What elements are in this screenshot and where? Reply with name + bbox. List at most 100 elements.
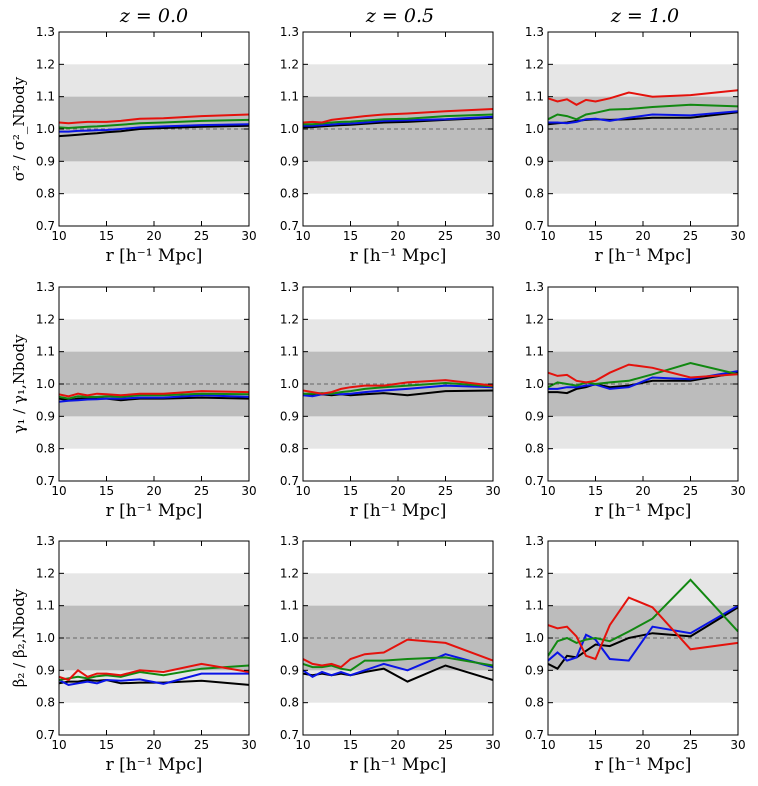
panel-r1-c0-xtick-label: 30: [241, 484, 256, 498]
panel-r1-c1-ytick-label: 0.7: [280, 474, 299, 488]
panel-r2-c2-xtick-label: 10: [540, 738, 555, 752]
panels: 0.7 0.8 0.9 1.0 1.1 1.2 1.3 10 15 20 25 30 r [h⁻¹ Mp…: [36, 25, 746, 775]
panel-r2-c2-xtick-label: 25: [683, 738, 698, 752]
panel-r1-c2-ytick-label: 1.1: [525, 345, 544, 359]
panel-r2-c1-xlabel: r [h⁻¹ Mpc]: [350, 755, 447, 775]
panel-r0-c0: 0.7 0.8 0.9 1.0 1.1 1.2 1.3 10 15 20 25 30 r [h⁻¹ Mp…: [36, 25, 257, 266]
panel-r0-c0-series-group: [59, 113, 249, 138]
panel-r2-c2-series-green: [548, 578, 738, 657]
panel-r1-c0: 0.7 0.8 0.9 1.0 1.1 1.2 1.3 10 15 20 25 30 r [h⁻¹ Mp…: [36, 280, 257, 521]
panel-r2-c2-ytick-label: 1.1: [525, 599, 544, 613]
panel-r0-c1-xtick-label: 10: [295, 229, 310, 243]
panel-r0-c0-xtick-label: 20: [146, 229, 161, 243]
panel-r0-c2-series-blue: [548, 110, 738, 125]
panel-r0-c1-ytick-label: 0.9: [280, 154, 299, 168]
panel-r0-c2-xtick-label: 10: [540, 229, 555, 243]
panel-r1-c1-xtick-label: 30: [485, 484, 500, 498]
panel-r1-c1-ytick-label: 1.0: [280, 377, 299, 391]
panel-r1-c1-xtick-label: 25: [438, 484, 453, 498]
panel-r1-c2-xtick-label: 20: [635, 484, 650, 498]
panel-r0-c1-ytick-label: 0.7: [280, 219, 299, 233]
panel-r1-c2-ytick-label: 0.8: [525, 442, 544, 456]
panel-r2-c1-ytick-label: 1.1: [280, 599, 299, 613]
panel-r1-c0-xtick-label: 10: [51, 484, 66, 498]
panel-r0-c2-xtick-label: 30: [730, 229, 745, 243]
panel-r2-c2-ytick-label: 1.3: [525, 534, 544, 548]
panel-r1-c0-ytick-label: 1.0: [36, 377, 55, 391]
panel-r1-c1-ytick-label: 0.9: [280, 409, 299, 423]
panel-r2-c0-ytick-label: 1.2: [36, 566, 55, 580]
panel-r2-c1-ytick-label: 1.3: [280, 534, 299, 548]
panel-r1-c1-series-group: [303, 379, 493, 398]
panel-r2-c1-xtick-label: 25: [438, 738, 453, 752]
panel-r0-c0-ytick-label: 0.9: [36, 154, 55, 168]
panel-r2-c1-series-group: [303, 638, 493, 683]
panel-r1-c1-series-red: [303, 379, 493, 395]
panel-r1-c0-ytick-label: 1.1: [36, 345, 55, 359]
panel-r2-c2: 0.7 0.8 0.9 1.0 1.1 1.2 1.3 10 15 20 25 30 r [h⁻¹ Mp…: [525, 534, 746, 775]
panel-r1-c2-ytick-label: 1.0: [525, 377, 544, 391]
panel-r0-c1: 0.7 0.8 0.9 1.0 1.1 1.2 1.3 10 15 20 25 30 r [h⁻¹ Mp…: [280, 25, 501, 266]
panel-r2-c1-series-green: [303, 656, 493, 672]
panel-r1-c2-xtick-label: 25: [683, 484, 698, 498]
panel-r2-c0-xlabel: r [h⁻¹ Mpc]: [106, 755, 203, 775]
panel-r2-c2-series-blue: [548, 604, 738, 662]
ylabel-beta2: β₂ / β₂,Nbody: [10, 588, 28, 687]
panel-r1-c0-ytick-label: 0.7: [36, 474, 55, 488]
panel-r2-c1-series-red: [303, 638, 493, 669]
panel-r2-c0-ytick-label: 1.3: [36, 534, 55, 548]
column-title-z1: z = 1.0: [610, 5, 679, 27]
panel-r0-c0-xlabel: r [h⁻¹ Mpc]: [106, 246, 203, 266]
panel-r2-c1-ytick-label: 0.7: [280, 728, 299, 742]
ylabel-sigma2: σ² / σ²_Nbody: [10, 76, 28, 181]
panel-r1-c2-series-group: [548, 361, 738, 395]
panel-r0-c0-xtick-label: 25: [194, 229, 209, 243]
panel-r2-c0-xtick-label: 20: [146, 738, 161, 752]
panel-r0-c0-series-green: [59, 118, 249, 130]
panel-r2-c2-xtick-label: 20: [635, 738, 650, 752]
panel-r0-c0-xtick-label: 15: [99, 229, 114, 243]
panel-r0-c1-xlabel: r [h⁻¹ Mpc]: [350, 246, 447, 266]
panel-r2-c0-ytick-label: 0.7: [36, 728, 55, 742]
row-ylabels: σ² / σ²_Nbody γ₁ / γ₁,Nbody β₂ / β₂,Nbod…: [10, 76, 28, 687]
panel-r2-c2-xtick-label: 15: [588, 738, 603, 752]
panel-r2-c1-ytick-label: 0.8: [280, 696, 299, 710]
panel-r1-c1-ytick-label: 1.2: [280, 312, 299, 326]
panel-r1-c1-xlabel: r [h⁻¹ Mpc]: [350, 501, 447, 521]
panel-r1-c0-series-blue: [59, 394, 249, 403]
panel-r1-c0-ytick-label: 1.3: [36, 280, 55, 294]
panel-r0-c0-ytick-label: 0.7: [36, 219, 55, 233]
panel-r2-c0-series-blue: [59, 672, 249, 686]
panel-r0-c1-series-blue: [303, 115, 493, 127]
panel-r0-c2: 0.7 0.8 0.9 1.0 1.1 1.2 1.3 10 15 20 25 30 r [h⁻¹ Mp…: [525, 25, 746, 266]
panel-r2-c1-xtick-label: 10: [295, 738, 310, 752]
panel-r1-c2-ytick-label: 0.7: [525, 474, 544, 488]
panel-r0-c2-ytick-label: 1.0: [525, 122, 544, 136]
panel-r0-c1-ytick-label: 1.2: [280, 57, 299, 71]
panel-r2-c2-series-red: [548, 596, 738, 661]
panel-r1-c2-xtick-label: 10: [540, 484, 555, 498]
panel-r0-c1-xtick-label: 20: [390, 229, 405, 243]
panel-r1-c1-ytick-label: 1.1: [280, 345, 299, 359]
panel-r0-c2-xtick-label: 20: [635, 229, 650, 243]
panel-r0-c1-series-black: [303, 116, 493, 129]
panel-r0-c2-ytick-label: 1.2: [525, 57, 544, 71]
panel-r0-c1-ytick-label: 1.3: [280, 25, 299, 39]
panel-r0-c1-ytick-label: 1.0: [280, 122, 299, 136]
panel-r0-c0-ytick-label: 1.2: [36, 57, 55, 71]
panel-r0-c2-series-red: [548, 89, 738, 106]
panel-r0-c0-ytick-label: 1.0: [36, 122, 55, 136]
panel-r0-c0-series-blue: [59, 123, 249, 133]
panel-r1-c1-series-blue: [303, 384, 493, 398]
panel-r2-c2-ytick-label: 0.7: [525, 728, 544, 742]
panel-r1-c0-series-group: [59, 390, 249, 403]
panel-r1-c0-series-red: [59, 390, 249, 398]
panel-r2-c0: 0.7 0.8 0.9 1.0 1.1 1.2 1.3 10 15 20 25 30 r [h⁻¹ Mp…: [36, 534, 257, 775]
panel-r0-c0-series-black: [59, 124, 249, 138]
panel-r1-c2-ytick-label: 1.2: [525, 312, 544, 326]
panel-r0-c2-xtick-label: 15: [588, 229, 603, 243]
panel-r0-c1-xtick-label: 15: [343, 229, 358, 243]
panel-r0-c1-series-red: [303, 108, 493, 124]
panel-r2-c2-ytick-label: 1.0: [525, 631, 544, 645]
panel-r0-c1-ytick-label: 0.8: [280, 187, 299, 201]
